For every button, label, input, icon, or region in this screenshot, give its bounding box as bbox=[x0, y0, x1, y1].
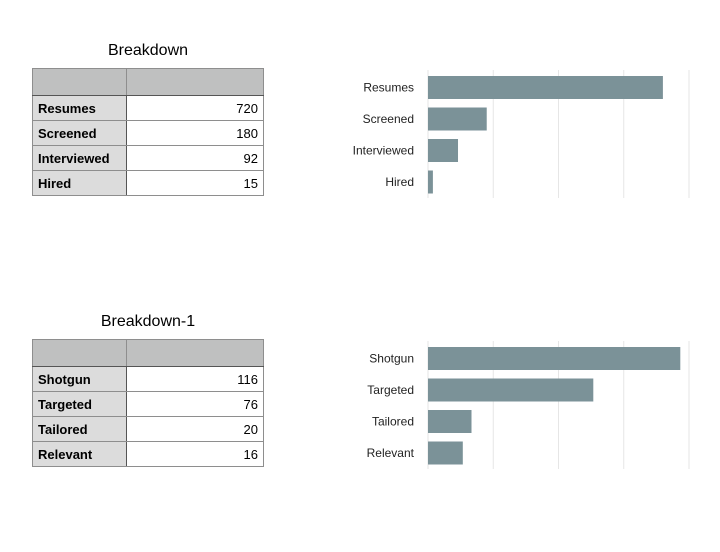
breakdown-table: Shotgun 116 Targeted 76 Tailored 20 Rele… bbox=[32, 339, 264, 467]
bar bbox=[428, 139, 459, 162]
table-row: Shotgun 116 bbox=[32, 366, 264, 392]
bar bbox=[428, 410, 472, 433]
table-row: Targeted 76 bbox=[32, 391, 264, 417]
category-label: Resumes bbox=[363, 81, 414, 95]
bar bbox=[428, 441, 463, 465]
header-cell bbox=[126, 339, 264, 367]
row-value: 720 bbox=[126, 95, 264, 121]
category-label: Interviewed bbox=[353, 144, 414, 158]
row-label: Hired bbox=[32, 170, 127, 196]
row-value: 76 bbox=[126, 391, 264, 417]
row-label: Resumes bbox=[32, 95, 127, 121]
table-row: Resumes 720 bbox=[32, 95, 264, 121]
category-label: Relevant bbox=[367, 446, 415, 460]
row-label: Relevant bbox=[32, 441, 127, 467]
table-header-row bbox=[32, 339, 264, 367]
table-row: Hired 15 bbox=[32, 170, 264, 196]
bar bbox=[428, 347, 681, 370]
header-cell bbox=[32, 339, 127, 367]
row-value: 180 bbox=[126, 120, 264, 146]
category-label: Tailored bbox=[372, 415, 414, 429]
table-row: Screened 180 bbox=[32, 120, 264, 146]
row-label: Targeted bbox=[32, 391, 127, 417]
table-row: Tailored 20 bbox=[32, 416, 264, 442]
table-header-row bbox=[32, 68, 264, 96]
row-value: 16 bbox=[126, 441, 264, 467]
category-label: Screened bbox=[363, 112, 414, 126]
category-label: Targeted bbox=[367, 383, 414, 397]
bar bbox=[428, 107, 487, 131]
table-row: Interviewed 92 bbox=[32, 145, 264, 171]
bar bbox=[428, 76, 663, 99]
category-label: Hired bbox=[385, 175, 414, 189]
category-label: Shotgun bbox=[369, 352, 414, 366]
row-value: 15 bbox=[126, 170, 264, 196]
row-label: Interviewed bbox=[32, 145, 127, 171]
table-title: Breakdown-1 bbox=[100, 313, 196, 330]
bar bbox=[428, 170, 433, 194]
row-value: 92 bbox=[126, 145, 264, 171]
row-value: 20 bbox=[126, 416, 264, 442]
table-title: Breakdown bbox=[107, 42, 189, 59]
table-row: Relevant 16 bbox=[32, 441, 264, 467]
row-label: Tailored bbox=[32, 416, 127, 442]
row-value: 116 bbox=[126, 366, 264, 392]
breakdown-table: Resumes 720 Screened 180 Interviewed 92 … bbox=[32, 68, 264, 196]
bar bbox=[428, 378, 594, 402]
